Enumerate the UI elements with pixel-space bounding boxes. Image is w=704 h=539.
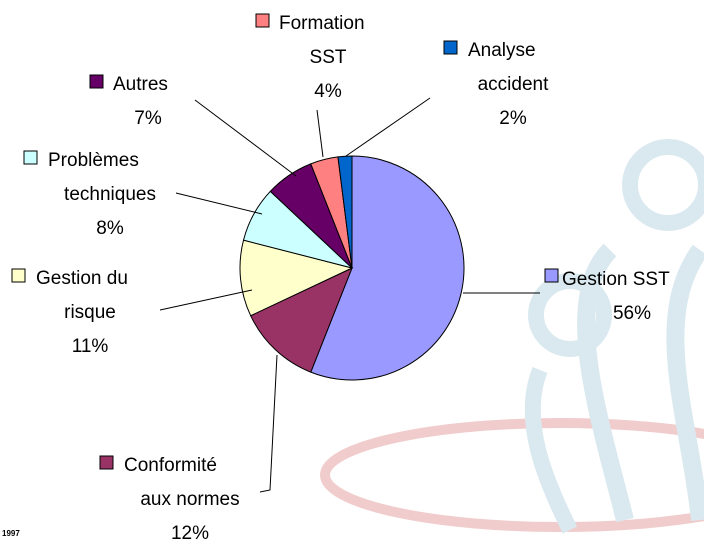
leader-line: [159, 289, 253, 311]
slice-label: Formation SST: [279, 13, 365, 68]
slice-label: Conformité aux normes: [124, 455, 240, 510]
legend-swatch: [99, 455, 114, 470]
slice-label: Analyse accident: [468, 40, 549, 95]
legend-swatch: [11, 268, 26, 283]
leader-line: [259, 354, 278, 493]
value-label: 56%: [613, 303, 651, 324]
background-decoration: [320, 139, 704, 534]
slice-label: Gestion SST: [562, 269, 670, 290]
pie-slice: [337, 155, 353, 269]
value-label: 4%: [314, 81, 342, 102]
legend-swatch: [255, 13, 270, 28]
legend-swatch: [23, 150, 38, 165]
leader-line: [316, 109, 324, 158]
leader-line: [194, 99, 297, 177]
slice-label: Problèmes techniques: [48, 150, 156, 205]
value-label: 8%: [96, 218, 124, 239]
pie-slice: [239, 239, 354, 317]
leader-line: [175, 192, 263, 215]
value-label: 7%: [134, 108, 162, 129]
leader-line: [345, 97, 431, 157]
legend-swatch: [443, 40, 458, 55]
value-label: 2%: [499, 108, 527, 129]
legend-swatch: [89, 74, 104, 89]
slice-label: Gestion du risque: [36, 268, 128, 323]
legend-swatch: [544, 268, 559, 283]
pie-slice: [310, 155, 465, 381]
pie-slice: [249, 267, 353, 373]
value-label: 11%: [72, 336, 109, 357]
footnote: 1997: [2, 529, 20, 538]
slice-label: Autres: [113, 74, 168, 95]
value-label: 12%: [171, 523, 209, 539]
